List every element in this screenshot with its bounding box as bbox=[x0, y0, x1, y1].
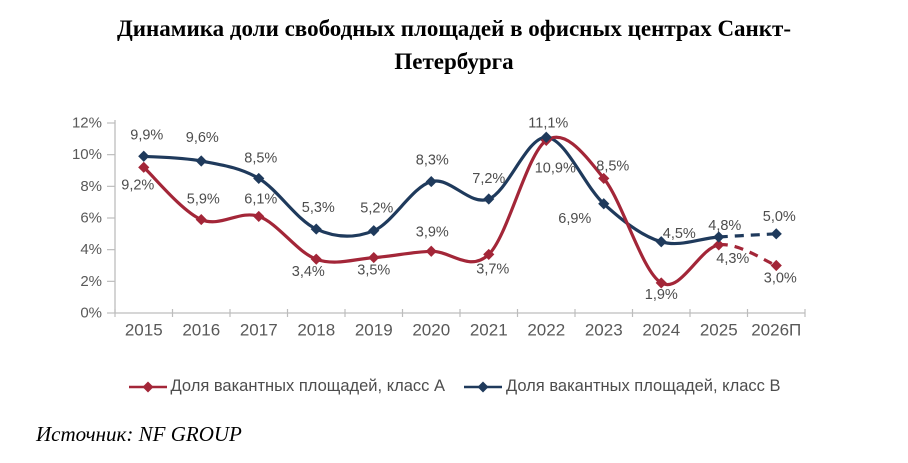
chart-legend: Доля вакантных площадей, класс А Доля ва… bbox=[0, 377, 908, 396]
data-point-marker-class-a bbox=[195, 213, 207, 226]
data-label-class-a: 10,9% bbox=[535, 160, 576, 176]
y-tick-label: 12% bbox=[72, 115, 102, 132]
source-caption: Источник: NF GROUP bbox=[36, 422, 242, 446]
data-point-marker-class-b bbox=[138, 150, 150, 162]
x-tick-label: 2017 bbox=[240, 321, 278, 340]
data-label-class-a: 9,2% bbox=[121, 177, 154, 193]
chart-title-line-1: Динамика доли свободных площадей в офисн… bbox=[116, 16, 792, 41]
x-tick-label: 2016 bbox=[182, 321, 220, 340]
data-point-marker-class-a bbox=[483, 248, 495, 261]
series-line-class-a bbox=[142, 135, 721, 287]
data-point-marker-class-b bbox=[713, 231, 725, 243]
data-point-marker-class-b bbox=[770, 228, 782, 240]
data-label-class-a: 3,0% bbox=[764, 271, 797, 287]
series-forecast-line-class-b bbox=[718, 232, 777, 239]
y-tick-label: 0% bbox=[80, 305, 102, 322]
data-label-class-a: 8,5% bbox=[596, 158, 629, 174]
data-point-marker-class-a bbox=[253, 210, 265, 223]
x-tick-label: 2026П bbox=[751, 321, 801, 340]
data-label-class-a: 3,4% bbox=[292, 264, 325, 280]
legend-label-class-b: Доля вакантных площадей, класс В bbox=[506, 377, 781, 395]
x-tick-label: 2024 bbox=[642, 321, 680, 340]
data-label-class-a: 3,7% bbox=[476, 261, 509, 277]
data-label-class-a: 6,1% bbox=[244, 191, 277, 207]
data-point-marker-class-a bbox=[770, 259, 782, 272]
legend-item-class-b: Доля вакантных площадей, класс В bbox=[463, 377, 780, 396]
data-label-class-b: 7,2% bbox=[472, 171, 505, 187]
data-point-marker-class-b bbox=[655, 236, 667, 248]
data-point-marker-class-b bbox=[540, 131, 552, 143]
data-point-marker-class-b bbox=[310, 223, 322, 235]
data-label-class-b: 5,2% bbox=[360, 201, 393, 217]
data-label-class-b: 4,5% bbox=[663, 226, 696, 242]
x-tick-label: 2015 bbox=[125, 321, 163, 340]
y-tick-label: 10% bbox=[72, 146, 102, 163]
class-b-line-marker-icon bbox=[464, 381, 502, 392]
data-point-marker-class-a bbox=[598, 172, 610, 185]
data-label-class-b: 4,8% bbox=[708, 218, 741, 234]
data-point-marker-class-b bbox=[425, 175, 437, 188]
series-forecast-line-class-a bbox=[718, 243, 777, 268]
y-tick-label: 4% bbox=[80, 241, 102, 258]
data-label-class-b: 11,1% bbox=[528, 115, 568, 131]
x-tick-label: 2019 bbox=[355, 321, 393, 340]
data-label-class-a: 1,9% bbox=[645, 287, 678, 303]
data-label-class-b: 8,3% bbox=[416, 153, 449, 169]
data-point-marker-class-a bbox=[425, 245, 437, 257]
data-label-class-b: 5,3% bbox=[302, 200, 335, 216]
data-point-marker-class-a bbox=[368, 251, 380, 264]
data-label-class-b: 8,5% bbox=[244, 150, 277, 166]
data-point-marker-class-b bbox=[598, 198, 610, 210]
x-tick-label: 2025 bbox=[700, 321, 738, 340]
x-tick-label: 2020 bbox=[412, 321, 450, 340]
chart-title: Динамика доли свободных площадей в офисн… bbox=[30, 12, 878, 78]
data-point-marker-class-b bbox=[253, 172, 265, 185]
data-label-class-b: 9,9% bbox=[130, 127, 163, 143]
data-point-marker-class-a bbox=[655, 277, 667, 289]
data-label-class-a: 3,9% bbox=[416, 224, 449, 240]
y-tick-label: 2% bbox=[80, 273, 102, 290]
y-tick-label: 8% bbox=[80, 178, 102, 195]
x-tick-label: 2018 bbox=[297, 321, 335, 340]
data-label-class-a: 5,9% bbox=[187, 192, 220, 208]
data-point-marker-class-b bbox=[368, 225, 380, 237]
chart-title-line-2: Петербурга bbox=[394, 49, 514, 74]
data-label-class-a: 3,5% bbox=[357, 263, 390, 279]
data-point-marker-class-a bbox=[713, 239, 725, 251]
data-label-class-a: 4,3% bbox=[716, 251, 749, 267]
x-tick-label: 2023 bbox=[585, 321, 623, 340]
data-point-marker-class-a bbox=[310, 253, 322, 265]
y-tick-label: 6% bbox=[80, 210, 102, 227]
data-label-class-b: 6,9% bbox=[558, 211, 591, 227]
x-tick-label: 2022 bbox=[527, 321, 565, 340]
legend-label-class-a: Доля вакантных площадей, класс А bbox=[170, 377, 445, 395]
data-point-marker-class-b bbox=[195, 155, 207, 167]
x-tick-label: 2021 bbox=[470, 321, 508, 340]
data-label-class-b: 5,0% bbox=[763, 209, 796, 225]
class-a-line-marker-icon bbox=[128, 381, 167, 392]
data-label-class-b: 9,6% bbox=[186, 130, 219, 146]
legend-item-class-a: Доля вакантных площадей, класс А bbox=[128, 377, 445, 396]
data-point-marker-class-a bbox=[138, 161, 150, 173]
data-point-marker-class-b bbox=[483, 193, 495, 205]
